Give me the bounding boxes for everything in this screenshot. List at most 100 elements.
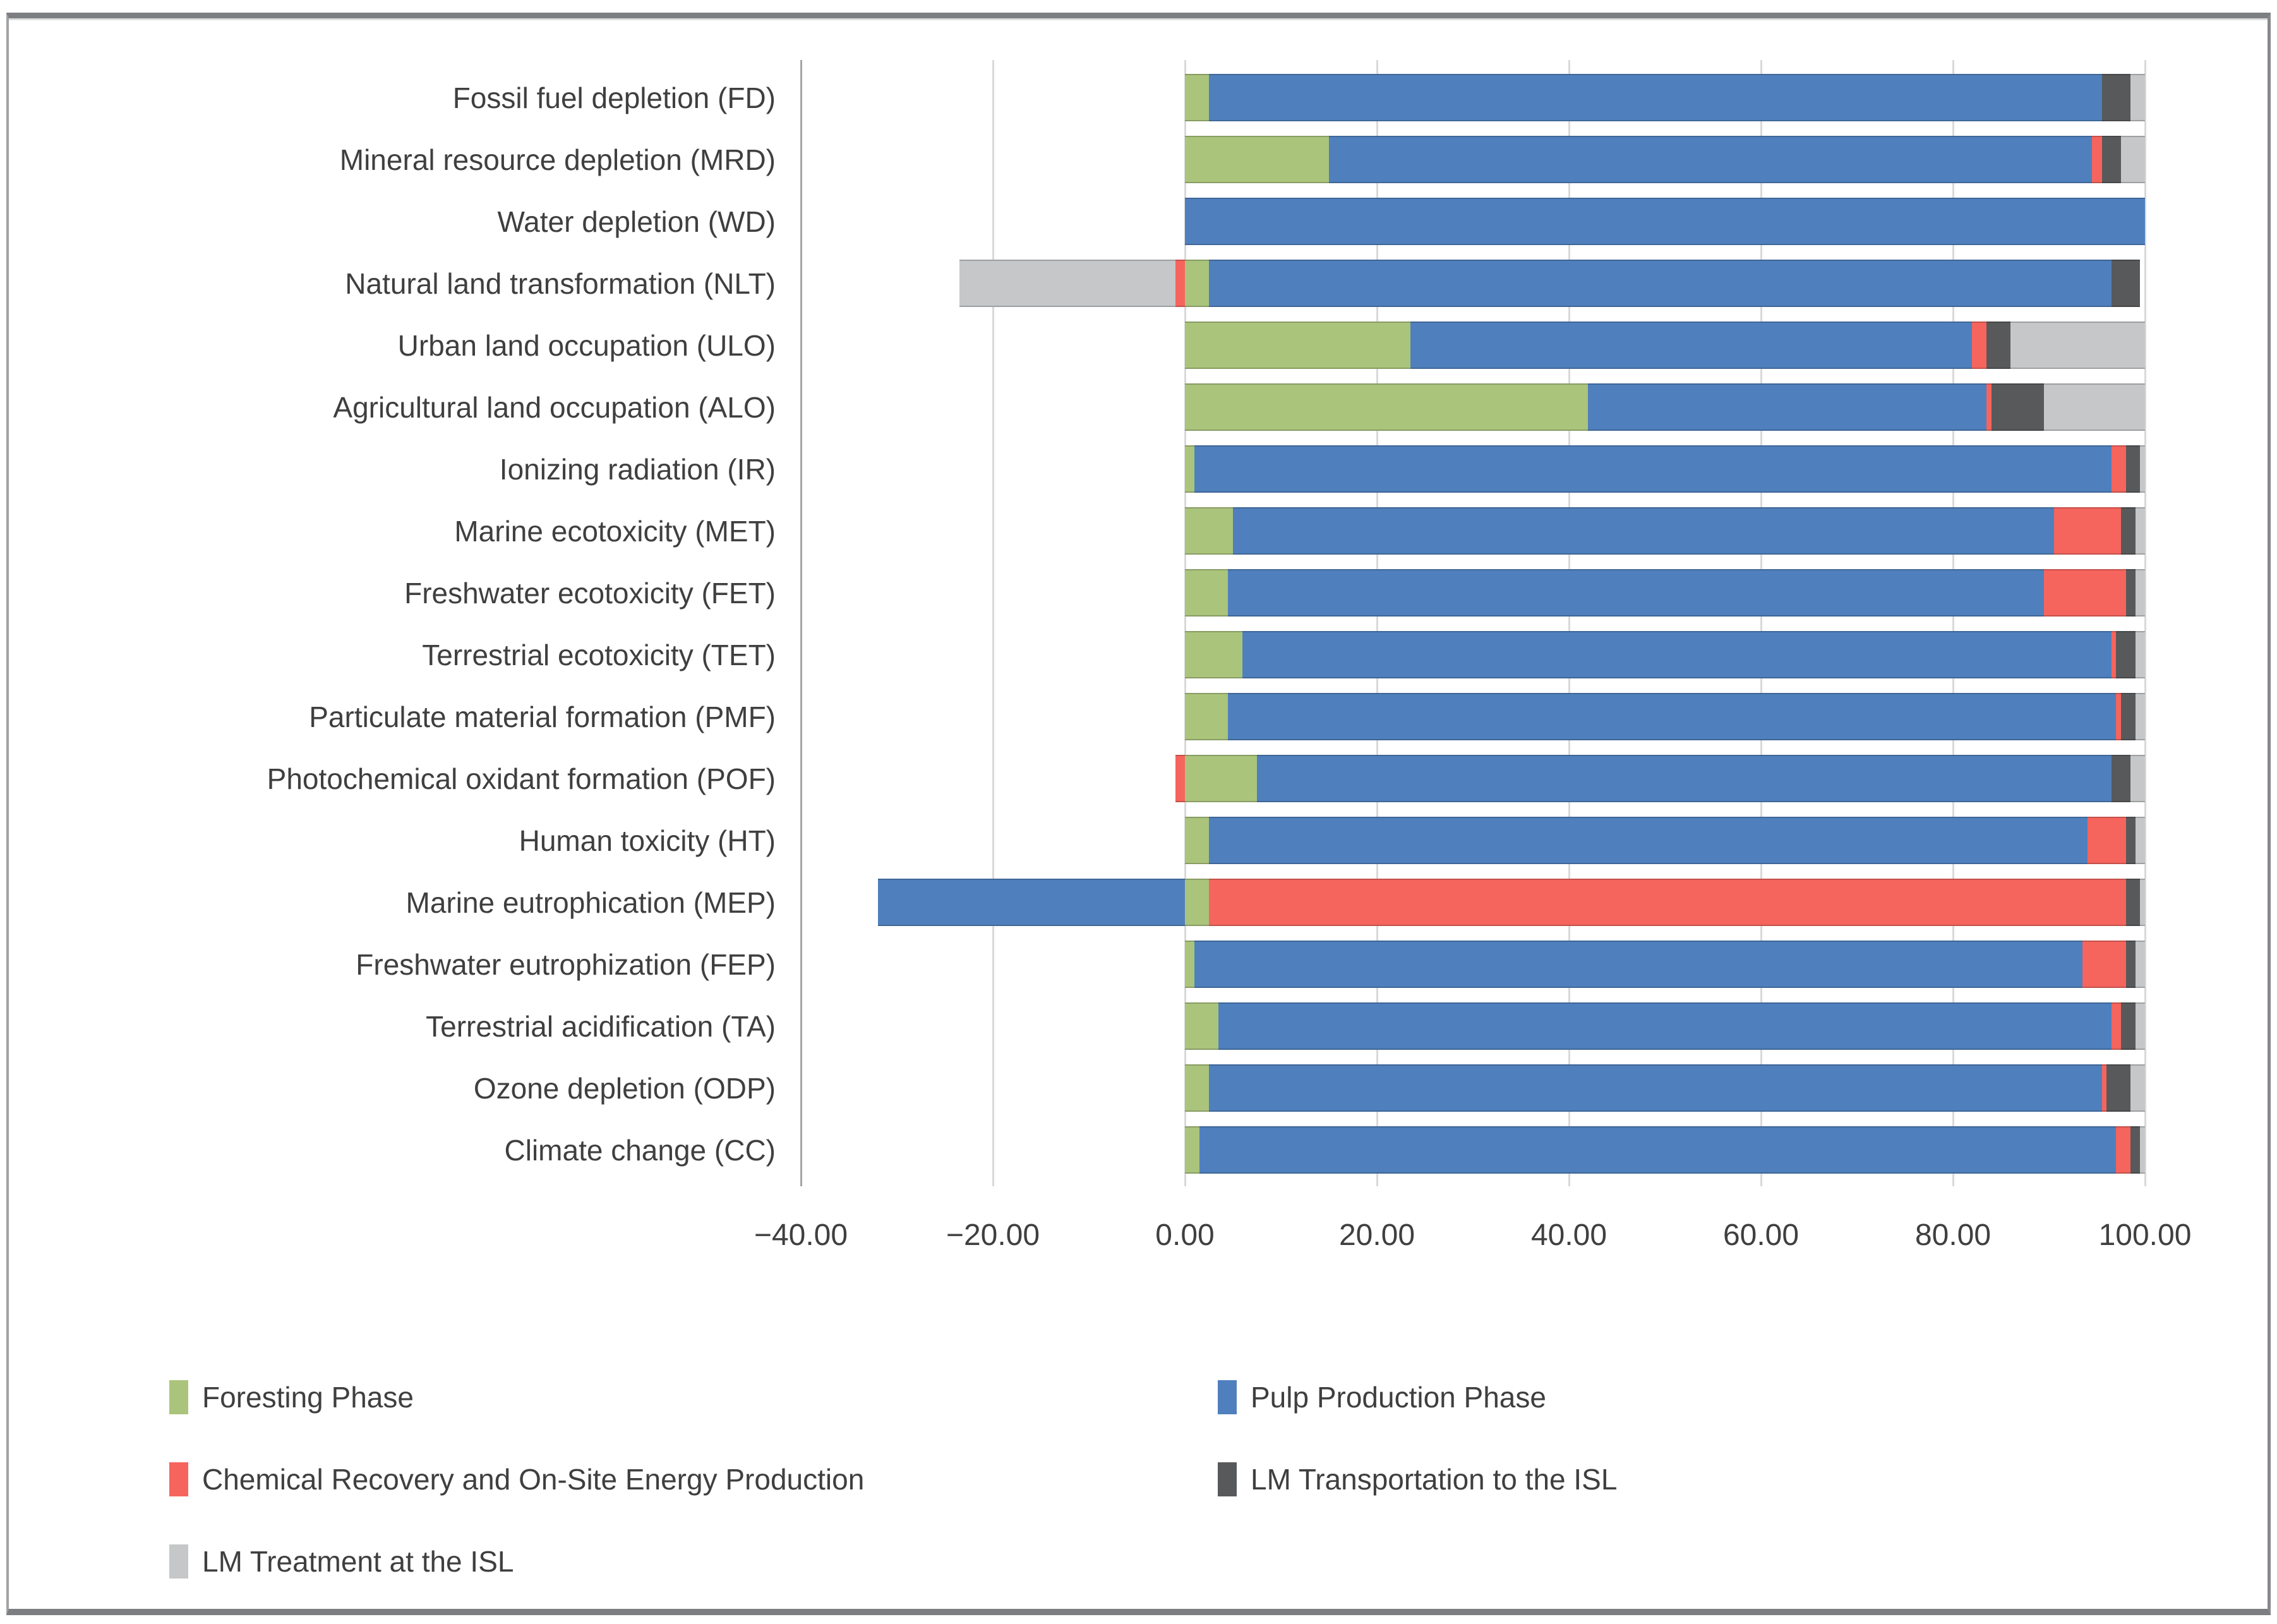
category-label: Ozone depletion (ODP)	[473, 1071, 776, 1105]
bar-segment	[1257, 755, 2112, 802]
bar-segment	[2116, 631, 2136, 678]
bar-segment	[1228, 693, 2117, 740]
bar-segment	[1185, 941, 1195, 988]
bar-segment	[959, 260, 1175, 307]
bar-segment	[1185, 817, 1209, 864]
category-label: Particulate material formation (PMF)	[309, 700, 776, 733]
bar-segment	[2053, 507, 2121, 555]
legend-swatch	[169, 1462, 188, 1496]
bar-segment	[2044, 569, 2126, 617]
x-axis-tick-label: 100.00	[2098, 1218, 2192, 1252]
category-label: Fossil fuel depletion (FD)	[452, 81, 776, 114]
legend-swatch	[1218, 1462, 1237, 1496]
bar-segment	[2010, 322, 2145, 369]
bar-segment	[2140, 1126, 2145, 1174]
legend-item: Chemical Recovery and On-Site Energy Pro…	[169, 1462, 864, 1496]
gridline	[1568, 60, 1570, 1186]
legend-label: Chemical Recovery and On-Site Energy Pro…	[202, 1463, 865, 1496]
category-label: Marine eutrophication (MEP)	[406, 886, 776, 919]
bar-segment	[2044, 383, 2145, 431]
bar-segment	[2121, 507, 2136, 555]
bar-segment	[2101, 74, 2131, 121]
legend-label: Foresting Phase	[202, 1381, 414, 1414]
bar-segment	[2130, 1064, 2145, 1112]
bar-segment	[2111, 755, 2131, 802]
category-label: Ionizing radiation (IR)	[499, 452, 776, 486]
category-label: Marine ecotoxicity (MET)	[454, 514, 776, 548]
bar-segment	[2116, 1126, 2131, 1174]
gridline	[1376, 60, 1378, 1186]
bar-segment	[2106, 1064, 2131, 1112]
bar-segment	[2135, 507, 2145, 555]
bar-segment	[2121, 136, 2145, 183]
bar-segment	[1185, 260, 1209, 307]
bar-segment	[1986, 383, 1992, 431]
legend-label: LM Treatment at the ISL	[202, 1545, 514, 1578]
bar-segment	[2125, 569, 2136, 617]
bar-segment	[2130, 755, 2145, 802]
bar-segment	[2130, 1126, 2141, 1174]
bar-segment	[2135, 817, 2145, 864]
bar-segment	[2087, 817, 2126, 864]
bar-segment	[2111, 631, 2117, 678]
bar-segment	[2125, 817, 2136, 864]
bar-segment	[2135, 941, 2145, 988]
category-label: Natural land transformation (NLT)	[345, 267, 776, 300]
bar-segment	[1209, 879, 2126, 926]
bar-segment	[1185, 198, 2145, 245]
value-axis-line	[800, 60, 802, 1186]
bar-segment	[1329, 136, 2093, 183]
bar-segment	[1972, 322, 1987, 369]
bar-segment	[1185, 631, 1243, 678]
legend-label: Pulp Production Phase	[1251, 1381, 1546, 1414]
bar-segment	[1218, 1002, 2112, 1050]
bar-segment	[2116, 693, 2121, 740]
category-label: Mineral resource depletion (MRD)	[339, 143, 776, 176]
bar-segment	[1185, 1064, 1209, 1112]
legend-item: LM Treatment at the ISL	[169, 1544, 514, 1579]
bar-segment	[2135, 693, 2145, 740]
bar-segment	[1410, 322, 1973, 369]
x-axis-tick-label: −20.00	[946, 1218, 1040, 1252]
bar-segment	[1185, 445, 1195, 493]
bar-segment	[1175, 260, 1185, 307]
bar-segment	[2135, 631, 2145, 678]
bar-segment	[1199, 1126, 2117, 1174]
bar-segment	[2101, 1064, 2107, 1112]
bar-segment	[1185, 136, 1329, 183]
x-axis-tick-label: 20.00	[1338, 1218, 1415, 1252]
legend-swatch	[169, 1380, 188, 1414]
bar-segment	[1588, 383, 1987, 431]
bar-segment	[2121, 1002, 2136, 1050]
bar-segment	[2140, 879, 2145, 926]
bar-segment	[1185, 1002, 1219, 1050]
bar-segment	[2135, 1002, 2145, 1050]
legend-item: Foresting Phase	[169, 1380, 414, 1414]
bar-segment	[2121, 693, 2136, 740]
x-axis-tick-label: 60.00	[1722, 1218, 1799, 1252]
bar-segment	[2140, 445, 2145, 493]
gridline	[1952, 60, 1954, 1186]
bar-segment	[1185, 383, 1589, 431]
bar-segment	[2111, 1002, 2121, 1050]
category-label: Human toxicity (HT)	[519, 824, 776, 857]
bar-segment	[2130, 74, 2145, 121]
x-axis-tick-label: 40.00	[1530, 1218, 1607, 1252]
bar-segment	[2082, 941, 2126, 988]
bar-segment	[1185, 755, 1257, 802]
category-label: Freshwater eutrophization (FEP)	[356, 947, 776, 981]
bar-segment	[1991, 383, 2045, 431]
category-label: Photochemical oxidant formation (POF)	[267, 762, 776, 795]
category-label: Urban land occupation (ULO)	[397, 328, 776, 362]
bar-segment	[1209, 260, 2112, 307]
bar-segment	[1185, 74, 1209, 121]
bar-segment	[1194, 445, 2112, 493]
legend-item: Pulp Production Phase	[1218, 1380, 1546, 1414]
gridline	[2144, 60, 2146, 1186]
bar-segment	[1175, 755, 1185, 802]
bar-segment	[1228, 569, 2045, 617]
bar-segment	[1185, 693, 1229, 740]
bar-segment	[877, 879, 1185, 926]
bar-segment	[1209, 817, 2088, 864]
